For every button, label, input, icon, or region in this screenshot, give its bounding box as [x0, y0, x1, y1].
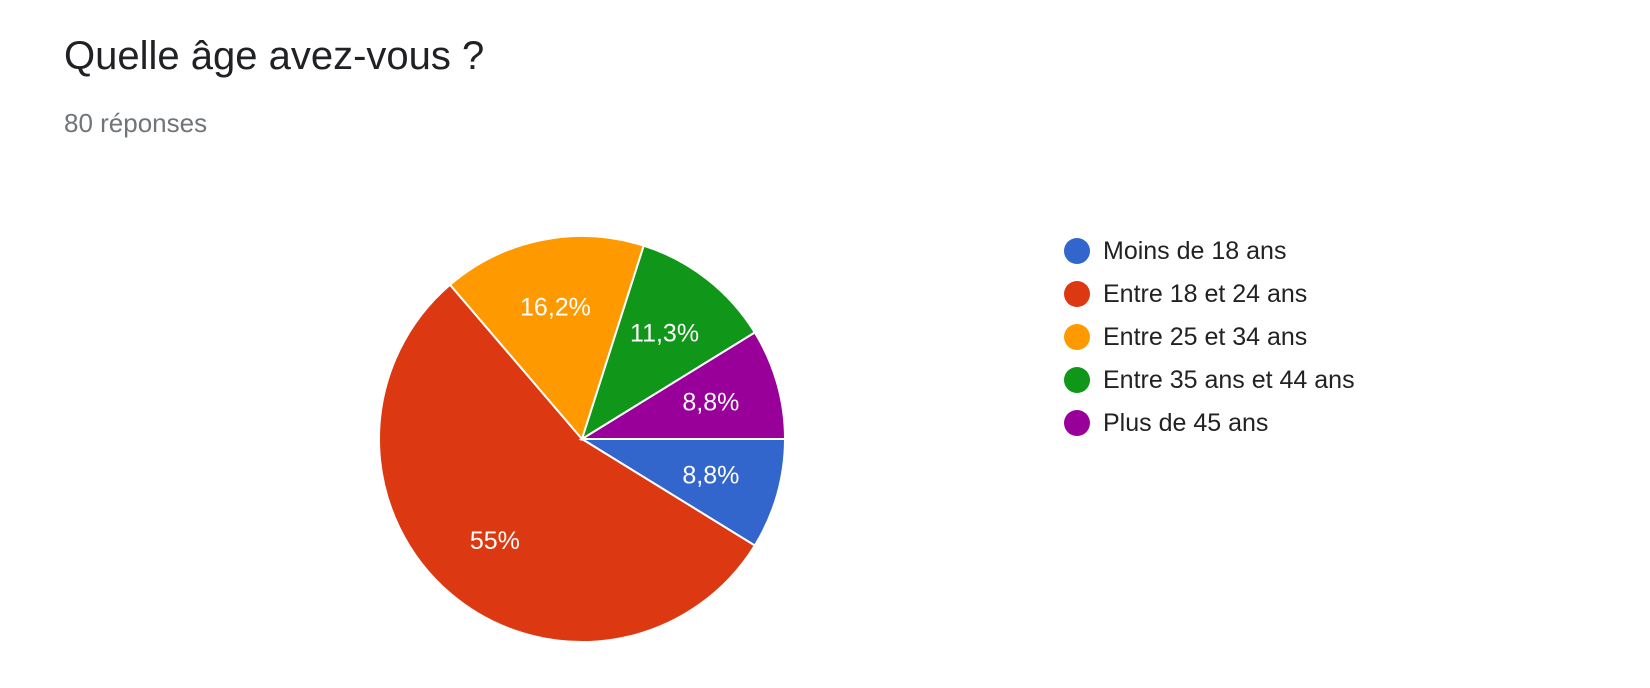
- pie-slice-2: [378, 283, 757, 643]
- pie-slice-3: [448, 235, 646, 442]
- pie-slice-label-3: 16,2%: [520, 294, 591, 322]
- legend-marker-4: [1064, 367, 1090, 393]
- legend-marker-1: [1064, 238, 1090, 264]
- chart-legend: Moins de 18 ans Entre 18 et 24 ans Entre 2…: [1064, 237, 1355, 437]
- pie-slice-label-2: 55%: [470, 527, 520, 555]
- pie-slice-5: [578, 331, 787, 440]
- legend-label-4: Entre 35 ans et 44 ans: [1103, 366, 1355, 394]
- legend-label-5: Plus de 45 ans: [1103, 409, 1268, 437]
- legend-label-3: Entre 25 et 34 ans: [1103, 323, 1307, 351]
- legend-label-2: Entre 18 et 24 ans: [1103, 280, 1307, 308]
- pie-slice-label-5: 8,8%: [682, 388, 739, 416]
- pie-slice-label-4: 11,3%: [630, 319, 699, 347]
- pie-slice-4: [580, 244, 757, 442]
- pie-slices: [378, 235, 787, 643]
- legend-label-1: Moins de 18 ans: [1103, 237, 1286, 265]
- response-count: 80 réponses: [64, 108, 208, 138]
- question-title: Quelle âge avez-vous ?: [64, 34, 485, 78]
- legend-marker-2: [1064, 281, 1090, 307]
- pie-slice-label-1: 8,8%: [682, 462, 739, 490]
- pie-slice-1: [578, 438, 787, 547]
- legend-marker-3: [1064, 324, 1090, 350]
- pie-slice-labels: 8,8% 55% 16,2% 11,3% 8,8%: [470, 294, 740, 555]
- legend-marker-5: [1064, 410, 1090, 436]
